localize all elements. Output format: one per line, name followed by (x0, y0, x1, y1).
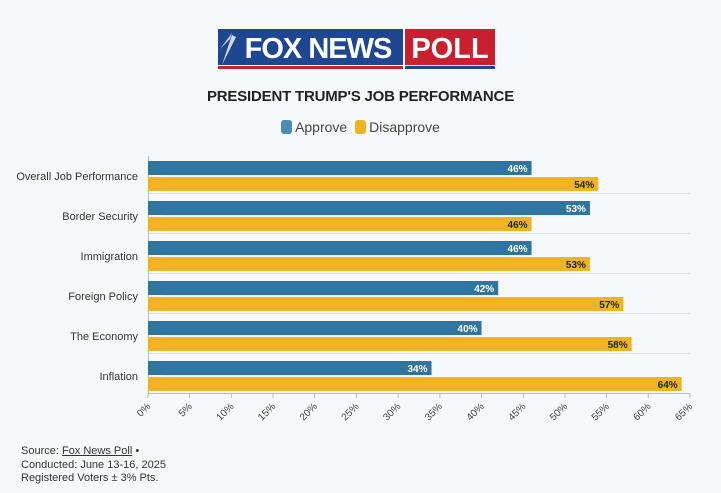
bar-disapprove (148, 337, 632, 351)
x-tick-label: 55% (590, 401, 612, 423)
data-label-approve: 53% (566, 204, 586, 215)
x-tick-label: 40% (465, 401, 487, 423)
x-tick-label: 25% (340, 401, 362, 423)
bar-chart: Overall Job Performance 46% 54% Border Secu… (16, 156, 695, 423)
category-label: Immigration (81, 251, 138, 263)
bar-approve (148, 241, 532, 255)
legend: Approve Disapprove (0, 119, 721, 137)
bar-disapprove (148, 257, 590, 271)
data-label-disapprove: 54% (574, 180, 594, 191)
category-label: Foreign Policy (68, 291, 138, 303)
legend-item-disapprove[interactable]: Disapprove (355, 119, 440, 135)
data-label-approve: 40% (458, 324, 478, 335)
conducted-date: Conducted: June 13-16, 2025 (21, 458, 166, 471)
bar-approve (148, 321, 482, 335)
bar-disapprove (148, 297, 624, 311)
category-label: Border Security (62, 211, 138, 223)
bar-approve (148, 201, 590, 215)
source-suffix: • (132, 445, 140, 457)
svg-text:POLL: POLL (411, 33, 488, 65)
x-tick-label: 65% (673, 401, 695, 423)
x-tick-label: 35% (423, 401, 445, 423)
data-label-disapprove: 58% (608, 340, 628, 351)
bar-disapprove (148, 377, 682, 391)
x-tick-label: 0% (135, 401, 153, 419)
data-label-approve: 42% (474, 284, 494, 295)
bar-disapprove (148, 177, 599, 191)
data-label-approve: 34% (407, 364, 427, 375)
bar-approve (148, 161, 532, 175)
source-note: Source: Fox News Poll • Conducted: June … (21, 445, 166, 486)
data-label-approve: 46% (508, 244, 528, 255)
source-link[interactable]: Fox News Poll (61, 445, 133, 457)
x-tick-label: 20% (298, 401, 320, 423)
bar-disapprove (148, 217, 532, 231)
data-label-disapprove: 64% (658, 380, 678, 391)
svg-text:FOX NEWS: FOX NEWS (245, 33, 392, 65)
x-tick-label: 50% (548, 401, 570, 423)
data-label-approve: 46% (508, 164, 528, 175)
bar-approve (148, 361, 432, 375)
category-label: Inflation (99, 371, 138, 383)
legend-item-approve[interactable]: Approve (281, 119, 347, 135)
x-tick-label: 5% (177, 401, 195, 419)
category-label: The Economy (70, 331, 138, 343)
legend-label-approve: Approve (295, 119, 348, 135)
sample-info: Registered Voters ± 3% Pts. (21, 472, 159, 484)
data-label-disapprove: 53% (566, 260, 586, 271)
x-tick-label: 30% (381, 401, 403, 423)
fox-news-poll-logo: FOX NEWS POLL (218, 29, 495, 69)
data-label-disapprove: 46% (508, 220, 528, 231)
legend-swatch-approve (281, 120, 293, 134)
category-label: Overall Job Performance (16, 171, 138, 183)
bar-approve (148, 281, 499, 295)
legend-label-disapprove: Disapprove (369, 119, 440, 135)
x-tick-label: 45% (506, 401, 528, 423)
data-label-disapprove: 57% (599, 300, 619, 311)
x-tick-label: 60% (631, 401, 653, 423)
legend-swatch-disapprove (355, 120, 367, 134)
chart-title: PRESIDENT TRUMP'S JOB PERFORMANCE (207, 88, 514, 105)
x-tick-label: 10% (215, 401, 237, 423)
source-prefix: Source: (21, 445, 62, 457)
x-tick-label: 15% (256, 401, 278, 423)
